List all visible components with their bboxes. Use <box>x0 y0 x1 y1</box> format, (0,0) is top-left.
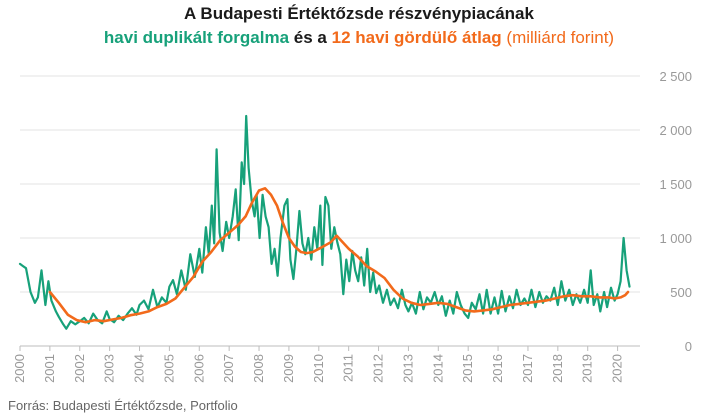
x-axis-ticks: 2000 2001 2002 2003 2004 2005 2006 2007 2008 2009… <box>12 346 625 383</box>
x-tick-label: 2006 <box>191 354 206 383</box>
x-tick-label: 2015 <box>460 354 475 383</box>
x-tick-label: 2017 <box>520 354 535 383</box>
x-tick-label: 2011 <box>341 354 356 382</box>
chart-title: A Budapesti Értéktőzsde részvénypiacának… <box>0 2 718 50</box>
series-lines <box>18 114 631 330</box>
y-tick-label: 2 500 <box>659 69 692 84</box>
y-tick-label: 1 500 <box>659 177 692 192</box>
x-tick-label: 2012 <box>371 354 386 383</box>
x-tick-label: 2001 <box>42 354 57 383</box>
x-tick-label: 2010 <box>311 354 326 383</box>
source-note: Forrás: Budapesti Értéktőzsde, Portfolio <box>8 398 238 413</box>
legend-rolling-label: 12 havi gördülő átlag <box>331 28 502 47</box>
x-tick-label: 2019 <box>580 354 595 383</box>
x-tick-label: 2020 <box>610 354 625 383</box>
title-connector: és a <box>293 28 327 47</box>
x-tick-label: 2016 <box>490 354 505 383</box>
series-line-rolling-average <box>48 187 630 324</box>
y-axis-ticks: 0 500 1 000 1 500 2 000 2 500 <box>659 69 692 354</box>
series-line-monthly <box>18 114 631 330</box>
x-tick-label: 2008 <box>251 354 266 383</box>
legend-monthly-label: havi duplikált forgalma <box>103 28 290 47</box>
unit-label: (milliárd forint) <box>506 28 615 47</box>
y-tick-label: 2 000 <box>659 123 692 138</box>
grid-lines <box>20 75 640 347</box>
y-tick-label: 0 <box>685 339 692 354</box>
x-tick-label: 2013 <box>400 354 415 383</box>
x-tick-label: 2018 <box>550 354 565 383</box>
x-tick-label: 2009 <box>281 354 296 383</box>
x-tick-label: 2007 <box>221 354 236 383</box>
x-tick-label: 2005 <box>161 354 176 383</box>
y-tick-label: 500 <box>670 285 692 300</box>
x-tick-label: 2003 <box>102 354 117 383</box>
x-tick-label: 2014 <box>430 354 445 383</box>
title-line-1: A Budapesti Értéktőzsde részvénypiacának <box>184 4 534 23</box>
y-tick-label: 1 000 <box>659 231 692 246</box>
x-tick-label: 2002 <box>72 354 87 383</box>
x-tick-label: 2004 <box>132 354 147 383</box>
title-line-2: havi duplikált forgalma és a 12 havi gör… <box>0 26 718 50</box>
x-tick-label: 2000 <box>12 354 27 383</box>
